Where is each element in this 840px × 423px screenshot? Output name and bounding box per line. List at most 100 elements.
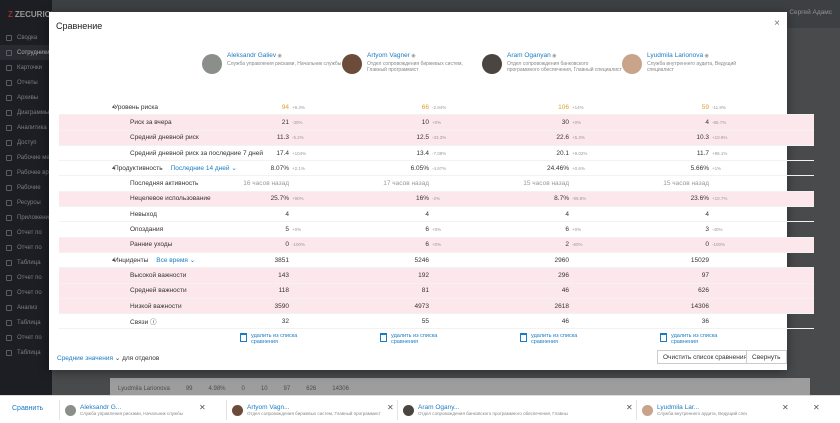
- remove-label[interactable]: удалить из списка сравнения: [671, 333, 718, 345]
- close-icon[interactable]: ✕: [813, 403, 820, 412]
- sidebar-item[interactable]: Ресурсы: [0, 195, 52, 210]
- sidebar-item[interactable]: Рабочие места: [0, 150, 52, 165]
- remove-from-comparison-link[interactable]: удалить из списка сравнения: [520, 333, 586, 345]
- person-name[interactable]: Artyom Vagner ◉: [367, 52, 482, 59]
- value-text: 16 часов назад: [243, 180, 289, 188]
- compare-item-name[interactable]: Lyudmila Lar...: [657, 404, 700, 411]
- compare-button[interactable]: Сравнить: [12, 405, 44, 412]
- period-dropdown[interactable]: Последние 14 дней: [170, 165, 230, 173]
- trash-icon[interactable]: [520, 333, 527, 342]
- close-icon[interactable]: ×: [774, 18, 780, 29]
- menu-icon: [6, 94, 12, 101]
- background-row: Lyudmila Larionova 99 4.98% 0 10 97 626 …: [110, 378, 810, 400]
- value-text: 2960: [554, 256, 569, 264]
- value-text: 5: [285, 226, 289, 234]
- trash-icon[interactable]: [240, 333, 247, 342]
- person-name-text[interactable]: Lyudmila Larionova: [647, 52, 704, 59]
- chevron-down-icon[interactable]: ⌄: [229, 165, 237, 173]
- person-name-text[interactable]: Aleksandr Galiev: [227, 52, 277, 59]
- compare-item[interactable]: Aram Ogany... Отдел сопровождения банковс…: [403, 400, 568, 420]
- caret-icon[interactable]: ▲: [111, 257, 116, 264]
- sidebar-item[interactable]: Сводка: [0, 30, 52, 45]
- person-name-text[interactable]: Artyom Vagner: [367, 52, 410, 59]
- chevron-down-icon[interactable]: ⌄: [187, 257, 196, 265]
- value-text: 66: [421, 103, 429, 111]
- value-text: 0: [285, 241, 289, 249]
- compare-item-name[interactable]: Artyom Vagn...: [247, 404, 290, 411]
- sidebar-item[interactable]: Таблица: [0, 255, 52, 270]
- sidebar-item[interactable]: Отчет по: [0, 270, 52, 285]
- remove-label[interactable]: удалить из списка сравнения: [391, 333, 438, 345]
- remove-label[interactable]: удалить из списка сравнения: [531, 333, 578, 345]
- compare-item-desc: Служба внутреннего аудита, Ведущий специ…: [657, 411, 747, 416]
- user-name[interactable]: Сергей Адамс: [789, 9, 832, 16]
- delta-text: +9.3%: [292, 104, 305, 110]
- chevron-down-icon[interactable]: ⌄: [114, 355, 123, 362]
- person-name[interactable]: Lyudmila Larionova ◉: [647, 52, 762, 59]
- compare-item-name[interactable]: Aram Ogany...: [418, 404, 460, 411]
- collapse-button[interactable]: Свернуть: [746, 350, 787, 364]
- value-text: 15 часов назад: [523, 180, 569, 188]
- remove-from-comparison-link[interactable]: удалить из списка сравнения: [660, 333, 726, 345]
- sidebar-item[interactable]: Анализ: [0, 300, 52, 315]
- sidebar-item[interactable]: Доступ: [0, 135, 52, 150]
- compare-item[interactable]: Lyudmila Lar... Служба внутреннего аудита…: [642, 400, 787, 420]
- remove-from-comparison-link[interactable]: удалить из списка сравнения: [380, 333, 446, 345]
- delta-text: +104%: [292, 150, 307, 156]
- close-icon[interactable]: ✕: [387, 403, 394, 412]
- compare-item-name[interactable]: Aleksandr G...: [80, 404, 122, 411]
- close-icon[interactable]: ✕: [626, 403, 633, 412]
- sidebar-item-label: Таблица: [17, 349, 41, 356]
- avatar[interactable]: [202, 54, 222, 74]
- compare-item[interactable]: Aleksandr G... Служба управления рисками,…: [65, 400, 210, 420]
- sidebar-item[interactable]: Отчет по: [0, 285, 52, 300]
- compare-item[interactable]: Artyom Vagn... Отдел сопровождения биржев…: [232, 400, 381, 420]
- close-icon[interactable]: ✕: [199, 403, 206, 412]
- sidebar-item[interactable]: Таблица: [0, 315, 52, 330]
- sidebar-item[interactable]: Диаграммы: [0, 105, 52, 120]
- trash-icon[interactable]: [660, 333, 667, 342]
- person-description: Отдел сопровождения банковского программ…: [507, 61, 622, 73]
- close-icon[interactable]: ✕: [782, 403, 789, 412]
- caret-icon[interactable]: ▲: [111, 165, 116, 172]
- eye-icon: ◉: [703, 53, 709, 59]
- menu-icon: [6, 34, 12, 41]
- sidebar-item[interactable]: Рабочее время: [0, 165, 52, 180]
- sidebar-item[interactable]: Отчет по: [0, 225, 52, 240]
- avatar[interactable]: [342, 54, 362, 74]
- sidebar-item[interactable]: Таблица: [0, 345, 52, 360]
- remove-label[interactable]: удалить из списка сравнения: [251, 333, 298, 345]
- value-text: 2618: [554, 302, 569, 310]
- person-info: Aleksandr Galiev ◉ Служба управления риск…: [227, 52, 341, 74]
- value-text: 46: [561, 317, 569, 325]
- person-name-text[interactable]: Aram Oganyan: [507, 52, 551, 59]
- value-text: 30: [561, 118, 569, 126]
- sidebar-item[interactable]: Сотрудники: [0, 45, 52, 60]
- metric-label: Средний дневной риск: [59, 134, 289, 141]
- averages-link[interactable]: Средние значения: [57, 355, 113, 362]
- avatar[interactable]: [482, 54, 502, 74]
- metric-value: 6 +0%: [334, 241, 454, 248]
- person-name[interactable]: Aleksandr Galiev ◉: [227, 52, 341, 59]
- metric-value: 6.05% -4.67%: [334, 165, 454, 172]
- person-name[interactable]: Aram Oganyan ◉: [507, 52, 622, 59]
- sidebar-item[interactable]: Отчет по: [0, 240, 52, 255]
- sidebar-item[interactable]: Приложения: [0, 210, 52, 225]
- metric-label: Ранние уходы: [59, 241, 289, 248]
- remove-from-comparison-link[interactable]: удалить из списка сравнения: [240, 333, 306, 345]
- period-dropdown[interactable]: Все время: [156, 257, 188, 265]
- sidebar-item[interactable]: Аналитика: [0, 120, 52, 135]
- value-text: 10.3: [696, 134, 709, 142]
- avatar[interactable]: [622, 54, 642, 74]
- sidebar-item[interactable]: Отчет по: [0, 330, 52, 345]
- sidebar-item[interactable]: Отчеты: [0, 75, 52, 90]
- metric-value: 3851: [194, 257, 314, 264]
- sidebar-item[interactable]: Рабочие: [0, 180, 52, 195]
- sidebar-item[interactable]: Карточки: [0, 60, 52, 75]
- metric-label-text: Последняя активность: [130, 180, 199, 188]
- clear-list-button[interactable]: Очистить список сравнения: [657, 350, 753, 364]
- trash-icon[interactable]: [380, 333, 387, 342]
- metric-value: 192: [334, 272, 454, 279]
- sidebar-item[interactable]: Архивы: [0, 90, 52, 105]
- caret-icon[interactable]: ▲: [111, 104, 116, 111]
